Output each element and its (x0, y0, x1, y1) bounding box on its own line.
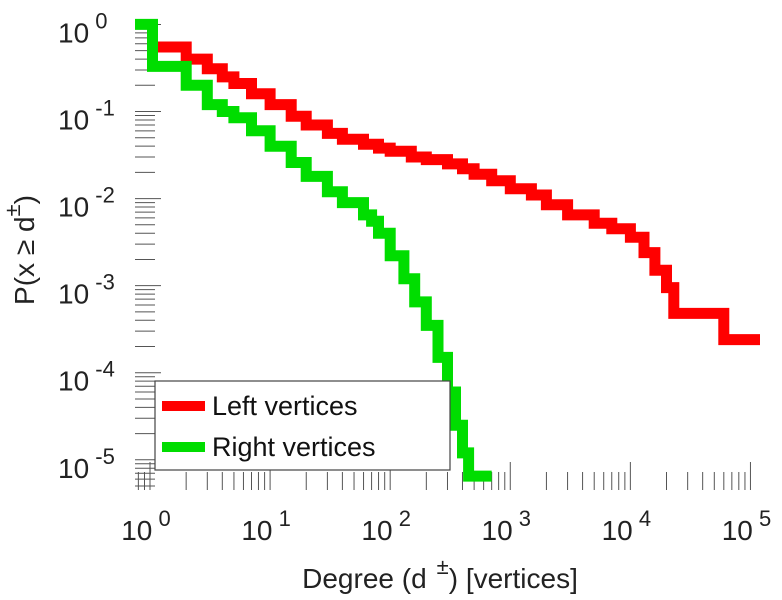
x-tick-label: 10 0 (121, 506, 171, 546)
x-tick-label: 10 2 (361, 506, 411, 546)
x-axis-title: Degree (d ±) [vertices] (302, 554, 578, 594)
legend: Left vertices Right vertices (154, 380, 451, 471)
legend-label-left-vertices: Left vertices (212, 391, 358, 421)
minor-tick-marks (135, 23, 751, 490)
y-tick-label: 10 -2 (58, 183, 115, 223)
x-axis-title-superscript: ± (437, 554, 449, 579)
y-tick-label: 10 -3 (58, 270, 115, 310)
series-line-left-vertices (150, 41, 760, 346)
series-line-right-vertices (135, 18, 492, 482)
legend-label-right-vertices: Right vertices (212, 432, 376, 462)
y-axis-tick-labels: 10 0 10 -1 10 -2 10 -3 10 -4 10 -5 (58, 8, 115, 483)
series-layer (135, 18, 760, 482)
x-tick-label: 10 1 (241, 506, 291, 546)
x-tick-label: 10 5 (722, 506, 772, 546)
y-tick-label: 10 -1 (58, 96, 115, 136)
y-tick-label: 10 -5 (58, 444, 115, 484)
y-tick-label: 10 0 (58, 8, 108, 48)
y-tick-label: 10 -4 (58, 357, 115, 397)
x-axis-tick-labels: 10 0 10 1 10 2 10 3 10 4 10 5 (121, 506, 771, 546)
x-tick-label: 10 3 (482, 506, 532, 546)
legend-box (154, 380, 451, 471)
x-tick-label: 10 4 (602, 506, 652, 546)
y-axis-title: P(x ≥ d±) (0, 195, 40, 305)
y-axis-title-superscript: ± (0, 204, 25, 216)
